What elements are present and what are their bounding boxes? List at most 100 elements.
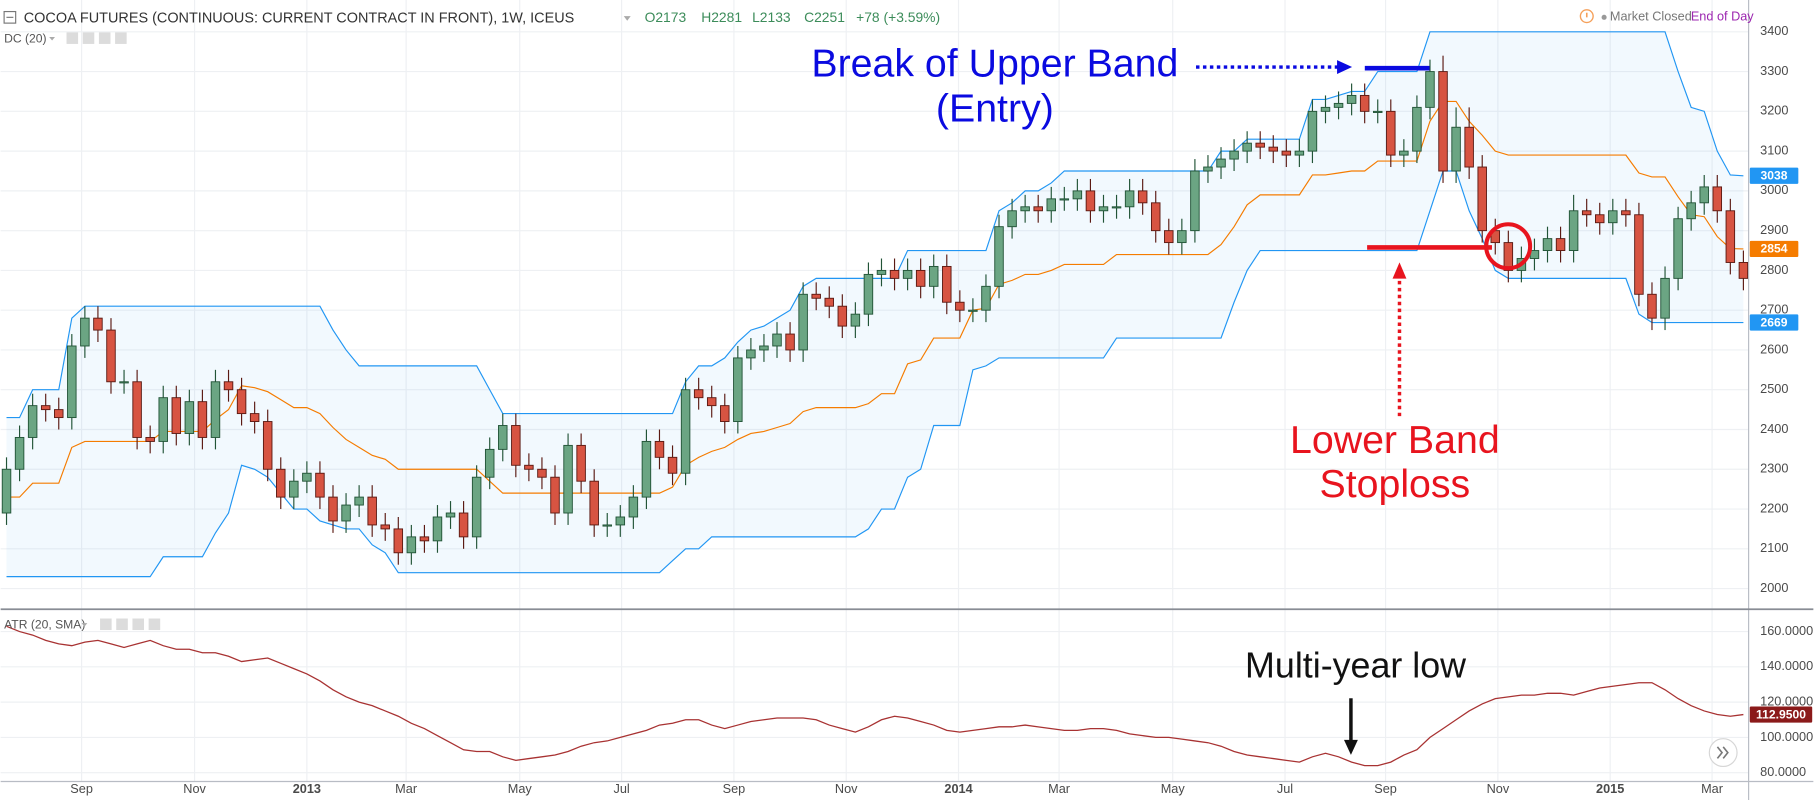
candle-body	[93, 317, 103, 331]
candle-body	[628, 496, 639, 518]
indicator-label: ATR (20, SMA)	[4, 618, 85, 632]
candle-body	[484, 448, 495, 478]
price-badge-label: 2854	[1761, 242, 1788, 256]
y-tick-label: 2800	[1760, 262, 1788, 277]
candle-body	[1229, 150, 1239, 160]
candle-body	[80, 317, 90, 347]
candle-body	[772, 333, 782, 347]
candle-body	[184, 401, 195, 434]
indicator-line	[6, 31, 1744, 419]
button[interactable]	[82, 32, 95, 44]
candle-body	[40, 405, 51, 411]
x-tick-label: Mar	[395, 781, 418, 796]
candle-body	[458, 512, 469, 538]
candle-body	[537, 468, 547, 478]
value-badge	[1749, 706, 1813, 723]
button[interactable]	[98, 32, 111, 44]
collapse-icon[interactable]	[3, 10, 17, 24]
candle-body	[354, 496, 364, 506]
annotation-text: Lower Band	[1290, 418, 1500, 462]
candle-body	[1320, 106, 1331, 112]
candle-body	[837, 305, 848, 327]
candle-body	[693, 389, 704, 399]
candle-body	[445, 512, 456, 518]
candle-body	[1412, 106, 1422, 152]
button[interactable]	[116, 618, 128, 631]
x-tick-label: Jul	[613, 781, 629, 796]
candle-body	[498, 425, 508, 450]
candle-body	[1634, 214, 1644, 295]
candle-body	[602, 524, 612, 527]
candle-body	[1190, 170, 1200, 232]
candle-body	[171, 397, 182, 434]
button[interactable]	[100, 618, 112, 631]
info-icon[interactable]	[1579, 9, 1594, 24]
candle-body	[1307, 110, 1318, 152]
candle-body	[1386, 110, 1396, 156]
candle-body	[1503, 242, 1514, 271]
y-tick-label: 2100	[1760, 540, 1788, 555]
price-badge	[1749, 240, 1799, 258]
candle-body	[1555, 238, 1566, 252]
candle-body	[1673, 218, 1683, 279]
candle-body	[902, 269, 913, 279]
x-tick-label: Nov	[835, 781, 858, 796]
value-badge-label: 112.9500	[1756, 707, 1806, 721]
y-tick-label: 120.0000	[1760, 693, 1813, 708]
candle-body	[1595, 214, 1605, 224]
x-tick-label: Mar	[1701, 781, 1724, 796]
candle-body	[955, 301, 965, 311]
candle-body	[1177, 230, 1187, 244]
candle-body	[236, 389, 247, 415]
candle-body	[641, 440, 652, 498]
x-tick-label: Nov	[1487, 781, 1510, 796]
candle-body	[1438, 71, 1448, 172]
candle-body	[615, 516, 626, 526]
dropdown-arrow[interactable]	[81, 623, 88, 627]
annotations: Break of Upper Band (Entry) Lower Band S…	[811, 41, 1533, 755]
candle-body	[1359, 94, 1370, 112]
y-tick-label: 80.0000	[1760, 764, 1806, 779]
candle-body	[223, 381, 234, 391]
candle-body	[576, 444, 586, 482]
candle-body	[942, 265, 952, 303]
candle-body	[589, 480, 599, 526]
button[interactable]	[66, 32, 79, 44]
indicator-label: DC (20)	[4, 32, 46, 46]
candle-body	[302, 472, 312, 482]
candle-body	[406, 536, 417, 554]
button[interactable]	[132, 618, 144, 631]
candle-body	[1621, 210, 1631, 216]
button[interactable]	[148, 618, 161, 631]
candle-body	[1372, 110, 1383, 113]
scroll-button-circle[interactable]	[1708, 738, 1738, 768]
button[interactable]	[115, 32, 127, 44]
candle-body	[262, 421, 273, 470]
indicator-line	[6, 100, 1744, 498]
header: COCOA FUTURES (CONTINUOUS: CURRENT CONTR…	[3, 9, 1754, 632]
y-tick-label: 2700	[1760, 302, 1788, 317]
candle-body	[367, 496, 377, 526]
candle-body	[1542, 238, 1553, 252]
y-tick-label: 3200	[1760, 103, 1788, 118]
candle-body	[876, 269, 887, 275]
candle-body	[1007, 210, 1017, 228]
scroll-button[interactable]	[1708, 738, 1738, 768]
candle-body	[1346, 94, 1357, 104]
candle-body	[1216, 158, 1226, 168]
x-tick-label: May	[508, 781, 533, 796]
market-status: Market Closed	[1610, 9, 1692, 24]
dropdown-arrow[interactable]	[623, 16, 631, 21]
candle-body	[197, 401, 208, 438]
candle-body	[14, 436, 25, 470]
candle-body	[1686, 202, 1696, 220]
candle-body	[733, 357, 743, 423]
candle-body	[1085, 190, 1096, 212]
candle-body	[1568, 210, 1579, 252]
arrow-head	[1392, 262, 1407, 279]
candle-body	[1608, 210, 1618, 224]
dropdown-arrow[interactable]	[49, 36, 55, 41]
candle-body	[1281, 150, 1292, 156]
